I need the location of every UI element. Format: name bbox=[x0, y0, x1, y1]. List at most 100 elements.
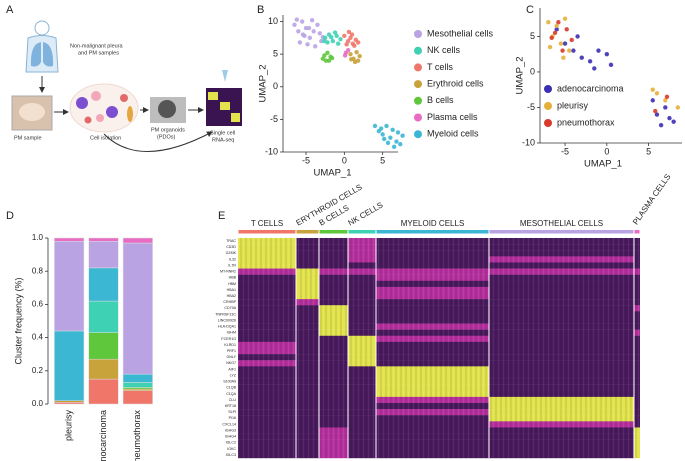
point bbox=[596, 48, 601, 53]
point bbox=[330, 38, 336, 44]
point bbox=[394, 139, 399, 144]
legend-swatch bbox=[414, 130, 422, 139]
bar-segment bbox=[88, 237, 119, 242]
point bbox=[320, 56, 326, 61]
gene-label: IGKC bbox=[227, 447, 236, 451]
gene-label: IGHM bbox=[227, 331, 236, 335]
point bbox=[313, 44, 318, 49]
y-tick-label: 1.0 bbox=[32, 233, 44, 242]
point bbox=[400, 133, 405, 138]
organoid bbox=[158, 100, 176, 118]
point bbox=[549, 35, 554, 41]
legend-swatch bbox=[544, 85, 552, 93]
point bbox=[579, 55, 584, 60]
gene-label: CD3D bbox=[226, 245, 236, 249]
point bbox=[334, 33, 339, 39]
gene-label: PRF1 bbox=[227, 349, 236, 353]
point bbox=[547, 44, 553, 50]
gene-label: SLPI bbox=[228, 410, 236, 414]
point bbox=[322, 38, 327, 44]
point bbox=[345, 48, 351, 53]
point bbox=[355, 58, 361, 63]
point bbox=[391, 144, 397, 149]
point bbox=[348, 35, 353, 41]
point bbox=[384, 123, 389, 129]
point bbox=[317, 31, 322, 36]
point bbox=[546, 20, 551, 25]
gene-label: TNFRSF13C bbox=[215, 312, 236, 316]
point bbox=[303, 25, 309, 31]
point bbox=[305, 42, 310, 47]
gene-label: IGLC2 bbox=[226, 441, 236, 445]
cell bbox=[127, 106, 133, 122]
point bbox=[390, 127, 395, 133]
point bbox=[554, 23, 559, 28]
legend-label: T cells bbox=[427, 62, 453, 72]
point bbox=[349, 32, 355, 37]
gene-label: S100A9 bbox=[223, 380, 236, 384]
point bbox=[667, 115, 672, 121]
schematic-text: RNA-seq bbox=[212, 137, 234, 143]
gene-label: KRT18 bbox=[225, 404, 236, 408]
group-bar bbox=[634, 230, 640, 234]
point bbox=[608, 62, 614, 68]
schematic-text: and PM samples bbox=[78, 50, 119, 56]
group-bar bbox=[319, 230, 348, 234]
point bbox=[336, 41, 341, 46]
schematic-text: PM organoids bbox=[151, 127, 185, 133]
heatmap-icon-cell bbox=[231, 113, 240, 122]
gene-label: AIF1 bbox=[228, 367, 236, 371]
point bbox=[329, 34, 334, 40]
y-tick-label: 0.4 bbox=[32, 333, 44, 342]
gene-label: IL7R bbox=[228, 263, 236, 267]
point bbox=[300, 32, 306, 37]
y-axis-label: UMAP_2 bbox=[515, 56, 526, 94]
schematic-text: PM sample bbox=[14, 135, 42, 141]
legend-swatch bbox=[414, 63, 422, 72]
heatmap-icon-cell bbox=[220, 102, 230, 110]
point bbox=[354, 49, 359, 55]
panel-label: E bbox=[218, 210, 225, 222]
gene-label: LYZ bbox=[230, 373, 237, 377]
y-tick-label: 0.8 bbox=[32, 266, 44, 275]
bar-segment bbox=[88, 267, 119, 302]
gene-label: IL32 bbox=[229, 257, 236, 261]
gene-label: CXCL14 bbox=[222, 422, 236, 426]
point bbox=[297, 40, 303, 45]
point bbox=[380, 132, 385, 137]
gene-label: HLA-DQA1 bbox=[218, 325, 236, 329]
group-label: MESOTHELIAL CELLS bbox=[520, 219, 603, 228]
gene-label: GZMK bbox=[226, 251, 237, 255]
group-bar bbox=[348, 230, 376, 234]
legend-label: adenocarcinoma bbox=[557, 83, 624, 93]
point bbox=[567, 48, 572, 53]
y-tick-label: 10 bbox=[268, 16, 278, 26]
point bbox=[311, 29, 316, 34]
y-tick-label: -5 bbox=[527, 102, 535, 112]
point bbox=[382, 136, 387, 142]
gene-label: HBB bbox=[229, 276, 237, 280]
x-axis-label: UMAP_1 bbox=[584, 159, 622, 170]
panel-label: A bbox=[6, 4, 14, 16]
schematic-text: Non-malignant pleura bbox=[70, 43, 124, 49]
gene-label: C1QA bbox=[226, 392, 236, 396]
point bbox=[650, 87, 655, 92]
point bbox=[357, 53, 362, 59]
y-tick-label: 5 bbox=[530, 31, 535, 41]
group-label: NK CELLS bbox=[347, 200, 385, 227]
point bbox=[355, 40, 361, 45]
point bbox=[344, 42, 349, 47]
point bbox=[292, 22, 297, 27]
group-bar bbox=[489, 230, 634, 234]
x-tick-label: 5 bbox=[646, 146, 651, 156]
point bbox=[326, 58, 332, 63]
x-tick-label: pleurisy bbox=[64, 410, 74, 442]
bar-segment bbox=[88, 378, 119, 405]
bar-segment bbox=[88, 358, 119, 380]
y-tick-label: 0.2 bbox=[32, 366, 44, 375]
point bbox=[385, 140, 391, 146]
point bbox=[332, 30, 338, 35]
point bbox=[569, 37, 574, 43]
cell bbox=[91, 91, 101, 101]
legend-label: pneumothorax bbox=[557, 117, 615, 127]
